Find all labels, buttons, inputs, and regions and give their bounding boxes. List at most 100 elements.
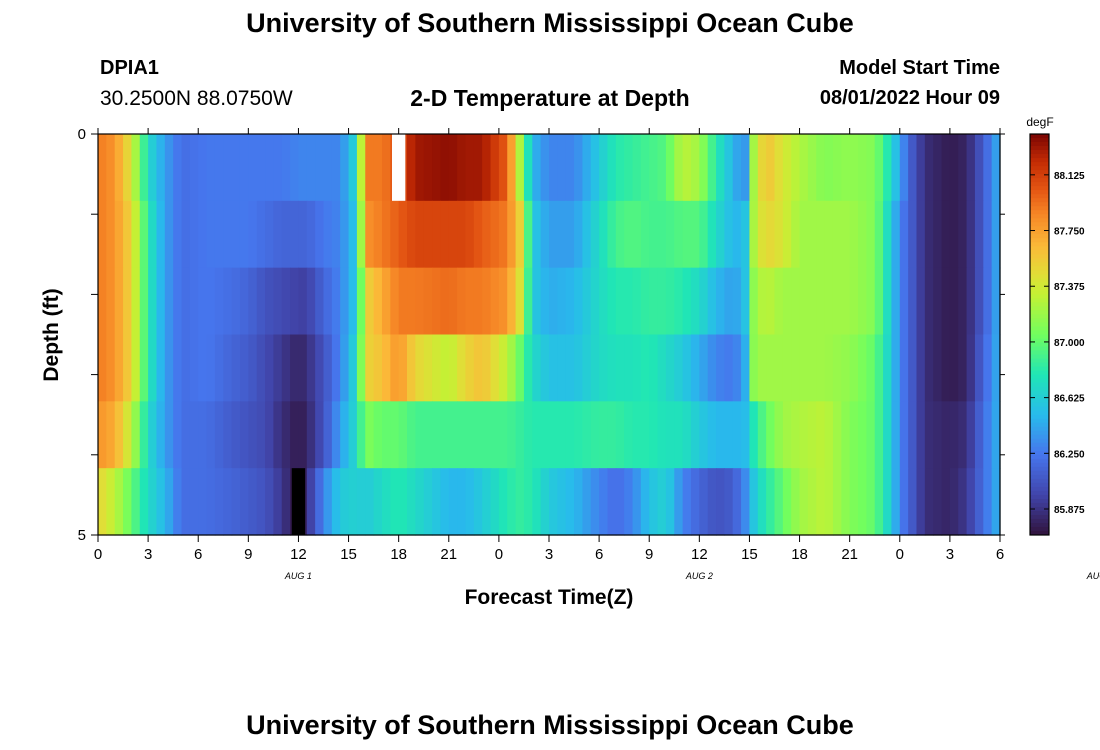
x-tick-label: 9 (645, 546, 653, 563)
x-date-label: AUG 3 (1086, 571, 1100, 581)
heatmap-cell (866, 134, 876, 202)
heatmap-cell (214, 267, 224, 336)
heatmap-cell (106, 134, 116, 202)
heatmap-cell (665, 134, 675, 202)
colorbar-segment (1030, 470, 1049, 476)
colorbar-segment (1030, 454, 1049, 460)
heatmap-cell (816, 200, 826, 269)
heatmap-cell (883, 401, 893, 469)
heatmap-cell (724, 134, 734, 202)
heatmap-cell (899, 334, 909, 402)
heatmap-cell (256, 134, 266, 202)
heatmap-cell (473, 468, 483, 536)
model-start-value: 08/01/2022 Hour 09 (819, 87, 1000, 109)
heatmap-cell (565, 134, 575, 202)
x-tick-label: 3 (946, 546, 954, 563)
heatmap-cell (807, 401, 817, 469)
colorbar-segment (1030, 494, 1049, 500)
colorbar-segment (1030, 366, 1049, 372)
heatmap-cell (473, 401, 483, 469)
heatmap-cell (732, 334, 742, 402)
heatmap-cell (214, 134, 224, 202)
colorbar-frame (1029, 133, 1050, 536)
heatmap-cell (381, 401, 391, 469)
heatmap-cell (674, 134, 684, 202)
colorbar-segment (1030, 326, 1049, 331)
colorbar-segment (1030, 182, 1049, 187)
heatmap-cell (649, 134, 659, 202)
colorbar-segment (1030, 442, 1049, 448)
heatmap-cell (164, 134, 174, 202)
heatmap-cell (398, 267, 408, 336)
heatmap-cell (866, 334, 876, 402)
heatmap-cell (858, 267, 867, 336)
heatmap-cell (507, 267, 517, 336)
colorbar-segment (1030, 530, 1049, 536)
heatmap-cell (632, 468, 642, 536)
heatmap-cell (674, 267, 684, 336)
heatmap-cell (239, 200, 249, 269)
heatmap-cell (148, 468, 158, 536)
heatmap-cell (757, 200, 767, 269)
heatmap-cell (331, 401, 341, 469)
heatmap-cell (415, 468, 425, 536)
heatmap-cell (632, 267, 642, 336)
heatmap-cell (214, 334, 224, 402)
colorbar-segment (1030, 262, 1049, 267)
heatmap-cell (866, 200, 876, 269)
heatmap-cell (231, 267, 241, 336)
heatmap-cell (974, 468, 984, 536)
heatmap-cell (649, 334, 659, 402)
heatmap-cell (640, 468, 650, 536)
heatmap-cell (457, 468, 467, 536)
heatmap-cell (599, 267, 609, 336)
heatmap-cell (891, 200, 901, 269)
colorbar-segment (1030, 310, 1049, 315)
heatmap-cell (649, 200, 659, 269)
colorbar-tick-label: 87.750 (1054, 227, 1085, 238)
colorbar-segment (1030, 306, 1049, 311)
heatmap-cell (173, 334, 183, 402)
colorbar-segment (1030, 474, 1049, 480)
heatmap-cell (615, 334, 625, 402)
colorbar-segment (1030, 362, 1049, 368)
heatmap-cell (331, 134, 341, 202)
heatmap-cell (198, 200, 208, 269)
heatmap-cell (607, 267, 617, 336)
heatmap-cell (933, 334, 943, 402)
heatmap-cell (891, 401, 901, 469)
heatmap-cell (974, 200, 984, 269)
heatmap-cell (131, 134, 141, 202)
heatmap-cell (239, 267, 249, 336)
colorbar-tick-label: 86.250 (1054, 449, 1085, 460)
colorbar-segment (1030, 418, 1049, 424)
heatmap-cell (782, 334, 792, 402)
heatmap-cell (98, 200, 107, 269)
heatmap-cell (532, 401, 542, 469)
bottom-title: University of Southern Mississippi Ocean… (246, 710, 854, 740)
heatmap-cell (741, 468, 751, 536)
heatmap-cell (273, 267, 283, 336)
heatmap-cell (457, 334, 467, 402)
heatmap-cell (991, 468, 1001, 536)
colorbar-segment (1030, 402, 1049, 408)
heatmap-cell (816, 134, 826, 202)
heatmap-cell (181, 134, 191, 202)
heatmap-cell (306, 267, 316, 336)
heatmap-cell (315, 468, 325, 536)
heatmap-cell (523, 468, 533, 536)
heatmap-cell (123, 267, 133, 336)
heatmap-cell (281, 334, 291, 402)
heatmap-cell (239, 134, 249, 202)
heatmap-cell (924, 134, 934, 202)
heatmap-cell (373, 200, 383, 269)
heatmap-cell (206, 200, 216, 269)
heatmap-cell (799, 134, 809, 202)
colorbar-segment (1030, 466, 1049, 472)
heatmap-cell (106, 334, 116, 402)
heatmap-cell (532, 468, 542, 536)
heatmap-cell (791, 401, 801, 469)
heatmap-cell (983, 468, 993, 536)
heatmap-cell (724, 267, 734, 336)
heatmap-cell (899, 134, 909, 202)
